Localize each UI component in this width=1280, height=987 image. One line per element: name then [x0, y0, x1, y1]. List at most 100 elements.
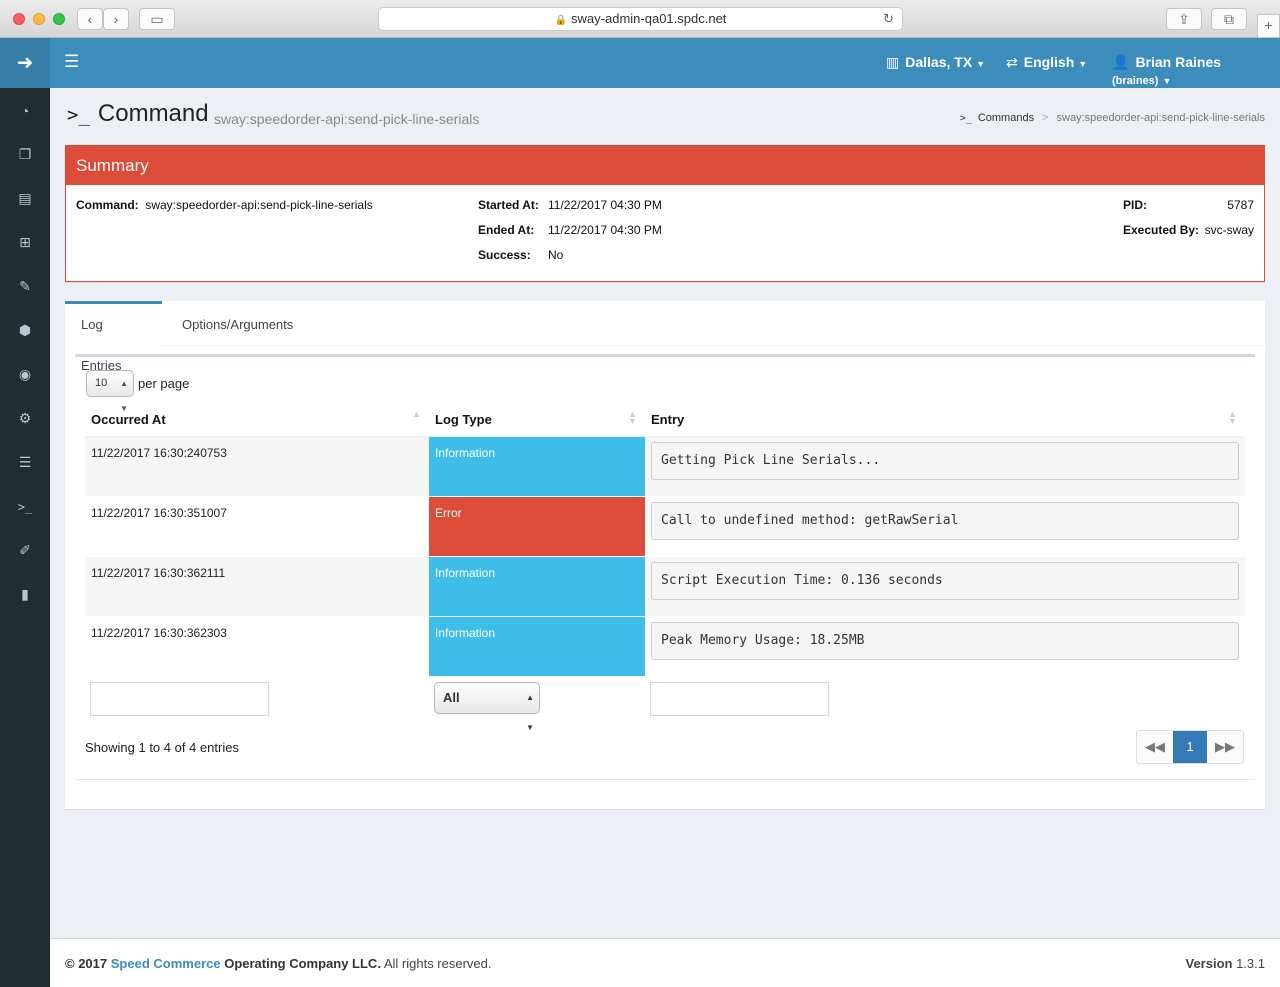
- table-info: Showing 1 to 4 of 4 entries: [85, 740, 239, 755]
- version-label: Version: [1185, 956, 1233, 971]
- language-dropdown[interactable]: ⇄ English ▼: [1006, 54, 1087, 71]
- tabs-overview-button[interactable]: ⧉: [1211, 8, 1247, 30]
- company-suffix: Operating Company LLC.: [224, 956, 381, 971]
- pid-value: 5787: [1227, 198, 1254, 212]
- entry-filter-input[interactable]: [650, 681, 829, 716]
- first-page-icon[interactable]: ◀◀: [1137, 731, 1173, 763]
- per-page-label: per page: [138, 376, 190, 391]
- success-label: Success:: [478, 248, 531, 262]
- log-type-badge: Information: [429, 436, 645, 497]
- minimize-window-button[interactable]: [33, 13, 45, 25]
- success-value: No: [548, 248, 564, 262]
- last-page-icon[interactable]: ▶▶: [1207, 731, 1243, 763]
- server-icon[interactable]: ▮: [21, 586, 29, 602]
- entry-text: Script Execution Time: 0.136 seconds: [651, 561, 1239, 600]
- list-icon[interactable]: ☰: [18, 454, 32, 470]
- new-tab-button[interactable]: +: [1257, 14, 1280, 38]
- forward-button[interactable]: ›: [103, 8, 129, 30]
- select-arrows-icon: ▲ ▼: [526, 692, 534, 732]
- column-header-occurred-at[interactable]: Occurred At ▲: [85, 403, 429, 437]
- filter-cell: [645, 675, 1245, 722]
- dashboard-icon[interactable]: ◔: [20, 103, 30, 119]
- command-value: sway:speedorder-api:send-pick-line-seria…: [145, 198, 373, 212]
- version-value: 1.3.1: [1236, 956, 1265, 971]
- plug-icon[interactable]: ✐: [19, 542, 31, 558]
- footer-copyright: © 2017 Speed Commerce Operating Company …: [65, 956, 492, 971]
- started-value: 11/22/2017 04:30 PM: [548, 198, 662, 212]
- terminal-icon[interactable]: >_: [17, 500, 33, 514]
- tab-log-entries[interactable]: Log Entries: [65, 301, 162, 373]
- filter-cell: All ▲ ▼: [429, 675, 645, 732]
- caret-down-icon: ▼: [976, 59, 986, 69]
- column-label: Log Type: [435, 411, 492, 427]
- wrench-icon[interactable]: ✎: [19, 278, 31, 294]
- breadcrumb-separator: >: [1042, 112, 1049, 124]
- reload-icon[interactable]: ↻: [883, 11, 894, 26]
- page-title: >_ Command: [67, 100, 209, 128]
- column-header-entry[interactable]: Entry ▲ ▼: [645, 403, 1245, 437]
- user-circle-icon[interactable]: ◉: [18, 366, 32, 382]
- location-dropdown[interactable]: ▥ Dallas, TX ▼: [886, 54, 985, 71]
- footer: © 2017 Speed Commerce Operating Company …: [50, 938, 1280, 987]
- menu-toggle-icon[interactable]: ☰: [64, 52, 80, 71]
- caret-down-icon: ▼: [1162, 76, 1172, 86]
- tab-options-arguments[interactable]: Options/Arguments: [182, 317, 294, 332]
- terminal-icon: >_: [67, 104, 90, 126]
- tab-bar: Log Entries Options/Arguments: [65, 301, 1265, 373]
- location-label: Dallas, TX: [905, 54, 973, 70]
- per-page-select[interactable]: 10 ▲ ▼: [86, 370, 134, 413]
- log-type-badge: Error: [429, 496, 645, 557]
- breadcrumb-current: sway:speedorder-api:send-pick-line-seria…: [1056, 112, 1265, 124]
- file-icon[interactable]: ▤: [18, 190, 32, 206]
- ended-label: Ended At:: [478, 223, 535, 237]
- table-row: 11/22/2017 16:30:351007 Error Call to un…: [85, 496, 1245, 557]
- summary-box: Summary Command: sway:speedorder-api:sen…: [65, 145, 1265, 282]
- page-button-current[interactable]: 1: [1173, 731, 1207, 763]
- log-table: Occurred At ▲ Log Type ▲ ▼ Entry ▲ ▼ 11/22/20…: [85, 403, 1245, 732]
- filter-row: All ▲ ▼: [85, 675, 1245, 732]
- entry-text: Peak Memory Usage: 18.25MB: [651, 621, 1239, 660]
- ended-value: 11/22/2017 04:30 PM: [548, 223, 662, 237]
- cube-icon[interactable]: ⬢: [18, 322, 32, 338]
- cogs-icon[interactable]: ⚙: [18, 410, 32, 426]
- occurred-at-cell: 11/22/2017 16:30:362303: [85, 616, 429, 677]
- per-page-value: 10: [95, 377, 108, 389]
- executed-by-label: Executed By:: [1123, 223, 1200, 237]
- sidebar: ➜ ◔ ❐ ▤ ⊞ ✎ ⬢ ◉ ⚙ ☰ >_ ✐ ▮: [0, 38, 50, 987]
- pagination: ◀◀ 1 ▶▶: [1136, 730, 1244, 764]
- table-row: 11/22/2017 16:30:362111 Information Scri…: [85, 556, 1245, 617]
- footer-version: Version 1.3.1: [1185, 956, 1265, 971]
- ended-field: Ended At:: [478, 223, 534, 237]
- company-link[interactable]: Speed Commerce: [110, 956, 221, 971]
- command-label: Command:: [76, 198, 139, 212]
- share-button[interactable]: ⇪: [1166, 8, 1202, 30]
- close-window-button[interactable]: [13, 13, 25, 25]
- entry-text: Getting Pick Line Serials...: [651, 441, 1239, 480]
- brand-logo-icon[interactable]: ➜: [0, 38, 50, 88]
- column-header-log-type[interactable]: Log Type ▲ ▼: [429, 403, 645, 437]
- page-subtitle: sway:speedorder-api:send-pick-line-seria…: [214, 111, 480, 127]
- occurred-at-cell: 11/22/2017 16:30:362111: [85, 556, 429, 617]
- executed-by-value: svc-sway: [1204, 223, 1254, 237]
- filter-cell: [85, 675, 429, 722]
- medkit-icon[interactable]: ⊞: [19, 234, 31, 250]
- top-navbar: ☰ ▥ Dallas, TX ▼ ⇄ English ▼ 👤 Brian Raines (…: [50, 38, 1280, 88]
- copy-files-icon[interactable]: ❐: [18, 146, 32, 162]
- log-type-badge: Information: [429, 616, 645, 677]
- column-label: Occurred At: [91, 411, 166, 427]
- back-button[interactable]: ‹: [77, 8, 103, 30]
- sidebar-toggle-button[interactable]: ▭: [139, 8, 175, 30]
- entry-cell: Script Execution Time: 0.136 seconds: [645, 556, 1245, 617]
- breadcrumb-commands-link[interactable]: Commands: [977, 112, 1035, 124]
- sort-ascending-icon: ▲: [412, 409, 421, 419]
- browser-toolbar: ‹ › ▭ 🔒 sway-admin-qa01.spdc.net ↻ ⇪ ⧉ +: [0, 0, 1280, 38]
- log-type-filter-select[interactable]: All ▲ ▼: [434, 681, 540, 732]
- log-type-filter-value: All: [443, 689, 460, 705]
- zoom-window-button[interactable]: [53, 13, 65, 25]
- user-dropdown[interactable]: 👤 Brian Raines (braines) ▼: [1112, 54, 1280, 87]
- occurred-at-filter-input[interactable]: [90, 681, 269, 716]
- address-bar[interactable]: 🔒 sway-admin-qa01.spdc.net ↻: [378, 7, 903, 31]
- table-row: 11/22/2017 16:30:362303 Information Peak…: [85, 616, 1245, 677]
- caret-down-icon: ▼: [1078, 59, 1088, 69]
- tabs-panel: Log Entries Options/Arguments 10 ▲ ▼ per p…: [65, 301, 1265, 809]
